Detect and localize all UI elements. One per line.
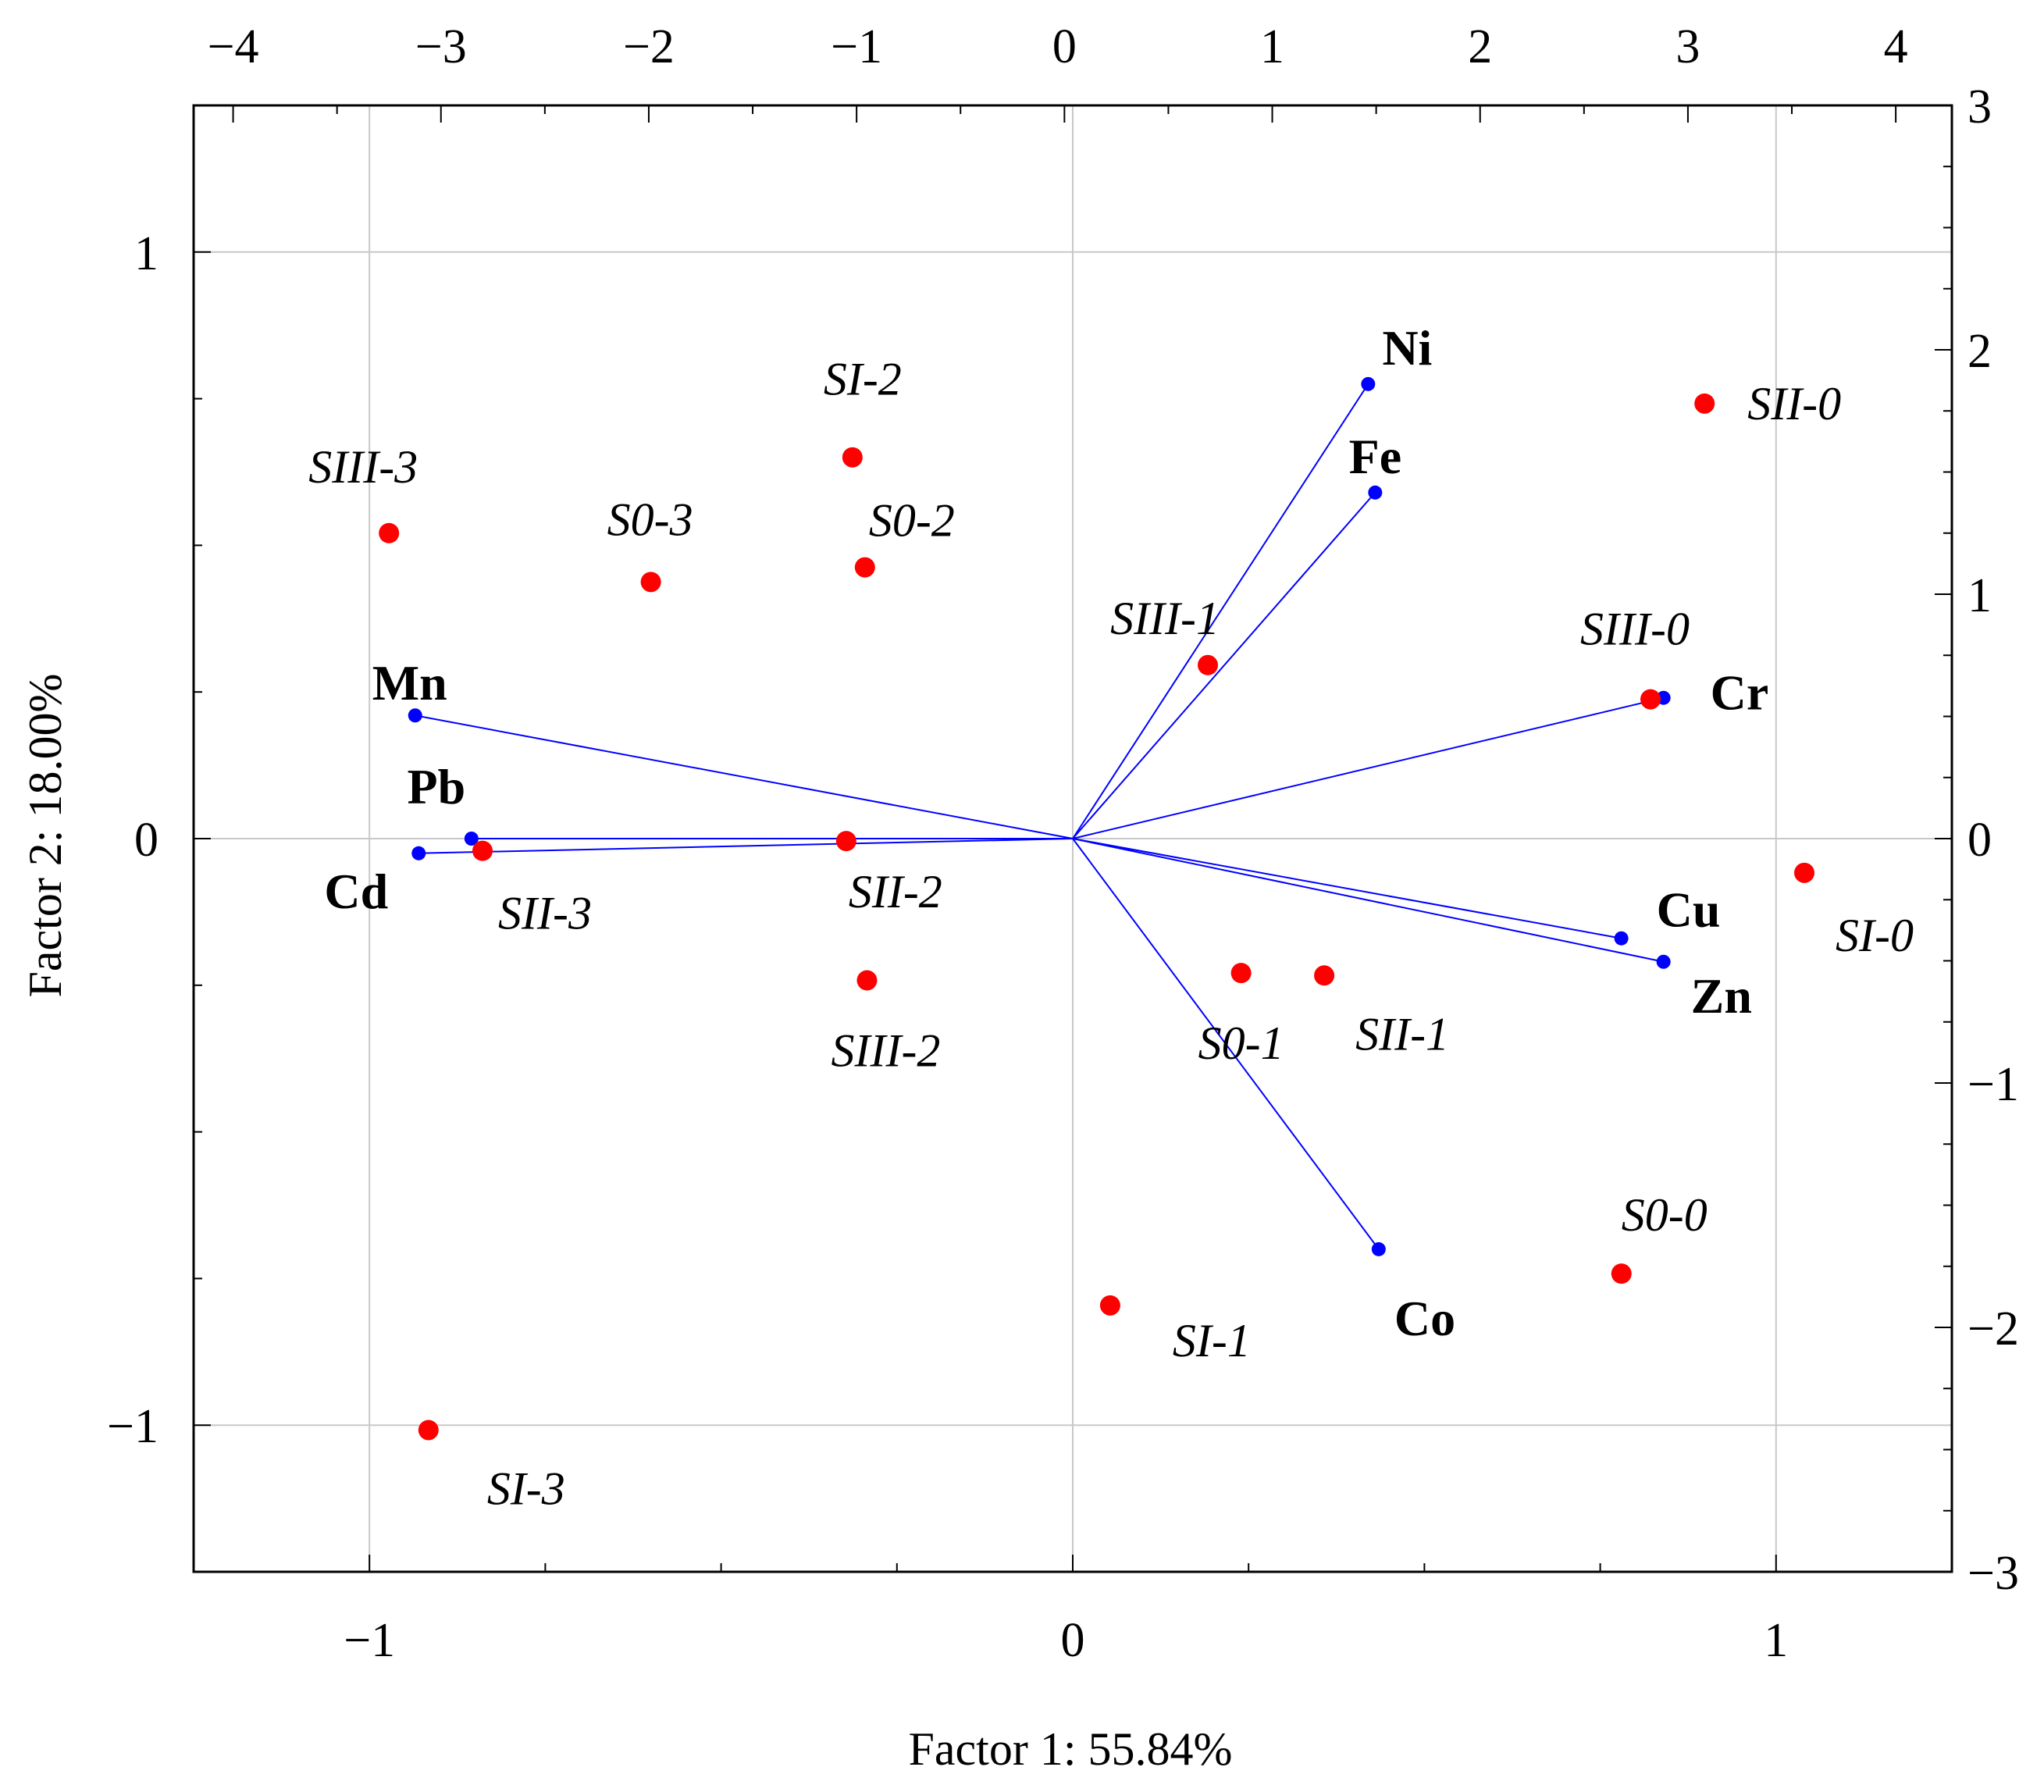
point-si-1 — [1099, 1295, 1120, 1316]
vector-endpoint-mn — [408, 708, 422, 723]
left-tick-label: −1 — [107, 1400, 158, 1453]
variable-label-ni: Ni — [1382, 320, 1432, 376]
point-siii-1 — [1198, 654, 1219, 675]
vector-endpoint-co — [1371, 1242, 1386, 1256]
point-label-siii-2: SIII-2 — [831, 1025, 941, 1077]
top-tick-label: −4 — [208, 20, 259, 73]
vector-cr — [1072, 696, 1664, 839]
variable-label-pb: Pb — [407, 759, 465, 814]
x-axis-title: Factor 1: 55.84% — [909, 1723, 1233, 1775]
point-sii-3 — [472, 840, 493, 861]
point-labels: Ni Fe Cr Mn Pb Cd Cu Zn Co SII-0 SI-0 SIII-0 S0-0 SII… — [308, 320, 1914, 1515]
variable-label-cr: Cr — [1711, 665, 1769, 721]
variable-label-fe: Fe — [1349, 429, 1402, 484]
right-tick-label: 3 — [1967, 80, 1992, 134]
point-si-2 — [842, 447, 863, 468]
vector-endpoint-zn — [1656, 954, 1671, 969]
vector-cu — [1072, 838, 1622, 939]
point-label-siii-1: SIII-1 — [1110, 593, 1220, 644]
top-tick-label: 2 — [1468, 20, 1492, 73]
point-label-sii-3: SII-3 — [498, 888, 592, 939]
point-label-si-0: SI-0 — [1836, 910, 1914, 961]
left-tick-label: 0 — [134, 814, 158, 867]
top-tick-label: 0 — [1052, 20, 1077, 73]
variable-label-cu: Cu — [1657, 882, 1721, 938]
vector-zn — [1072, 838, 1664, 963]
point-siii-2 — [856, 970, 878, 991]
point-si-0 — [1794, 862, 1815, 883]
point-label-si-3: SI-3 — [487, 1462, 565, 1514]
variable-label-mn: Mn — [372, 655, 447, 711]
vector-cd — [418, 838, 1074, 854]
right-tick-label: −1 — [1967, 1058, 2019, 1111]
point-sii-1 — [1314, 965, 1335, 986]
left-tick-label: 1 — [134, 227, 158, 280]
vector-mn — [415, 714, 1074, 839]
point-label-sii-2: SII-2 — [849, 866, 942, 917]
bottom-tick-label: −1 — [344, 1614, 395, 1667]
right-tick-label: 1 — [1967, 569, 1992, 622]
top-tick-label: 1 — [1260, 20, 1284, 73]
point-s0-0 — [1611, 1263, 1632, 1284]
vector-endpoint-cu — [1614, 931, 1629, 946]
vector-endpoint-ni — [1361, 376, 1376, 391]
variable-label-zn: Zn — [1691, 968, 1752, 1024]
point-siii-0 — [1640, 689, 1661, 710]
vector-ni — [1072, 383, 1369, 839]
point-s0-3 — [640, 572, 661, 593]
point-label-siii-0: SIII-0 — [1580, 604, 1690, 655]
point-siii-3 — [379, 522, 400, 543]
top-tick-label: −3 — [415, 20, 467, 73]
point-label-s0-2: S0-2 — [869, 495, 955, 547]
point-s0-2 — [854, 557, 875, 578]
point-label-sii-1: SII-1 — [1355, 1008, 1449, 1060]
vector-endpoint-fe — [1368, 485, 1383, 500]
point-s0-1 — [1230, 963, 1252, 984]
point-si-3 — [418, 1420, 439, 1441]
point-sii-0 — [1694, 393, 1715, 414]
top-tick-label: 4 — [1884, 20, 1908, 73]
vector-fe — [1072, 492, 1376, 839]
right-tick-label: 2 — [1967, 325, 1992, 378]
vector-endpoint-pb — [464, 832, 479, 846]
top-tick-label: −1 — [831, 20, 882, 73]
point-label-siii-3: SIII-3 — [308, 441, 418, 493]
point-sii-2 — [835, 831, 856, 852]
point-label-si-1: SI-1 — [1173, 1315, 1251, 1366]
top-tick-label: 3 — [1675, 20, 1700, 73]
right-tick-label: −2 — [1967, 1302, 2019, 1356]
bottom-tick-label: 1 — [1764, 1614, 1788, 1667]
vector-co — [1072, 838, 1380, 1250]
vector-endpoint-cd — [411, 846, 426, 860]
point-label-s0-3: S0-3 — [607, 493, 693, 545]
observation-points — [379, 393, 1815, 1441]
point-label-sii-0: SII-0 — [1747, 378, 1841, 429]
y-axis-title: Factor 2: 18.00% — [20, 674, 71, 998]
variable-label-cd: Cd — [324, 864, 388, 919]
point-label-s0-1: S0-1 — [1198, 1017, 1284, 1069]
loading-vectors — [408, 376, 1671, 1256]
variable-label-co: Co — [1394, 1291, 1455, 1346]
point-label-si-2: SI-2 — [824, 354, 902, 405]
axis-ticks: −1 0 1 −1 0 1 −4 −3 −2 −1 0 1 2 3 4 −3 −2 −1 0 1 2 3 — [107, 20, 2019, 1667]
top-tick-label: −2 — [623, 20, 675, 73]
bottom-tick-label: 0 — [1061, 1614, 1085, 1667]
right-tick-label: 0 — [1967, 814, 1992, 867]
right-tick-label: −3 — [1967, 1547, 2019, 1600]
point-label-s0-0: S0-0 — [1622, 1189, 1707, 1241]
